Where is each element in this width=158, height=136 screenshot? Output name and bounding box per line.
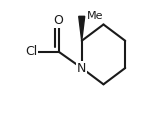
Text: N: N [77,61,86,75]
Polygon shape [79,16,85,41]
Text: Cl: Cl [25,45,37,58]
Text: O: O [54,14,64,27]
Text: Me: Me [87,11,104,21]
